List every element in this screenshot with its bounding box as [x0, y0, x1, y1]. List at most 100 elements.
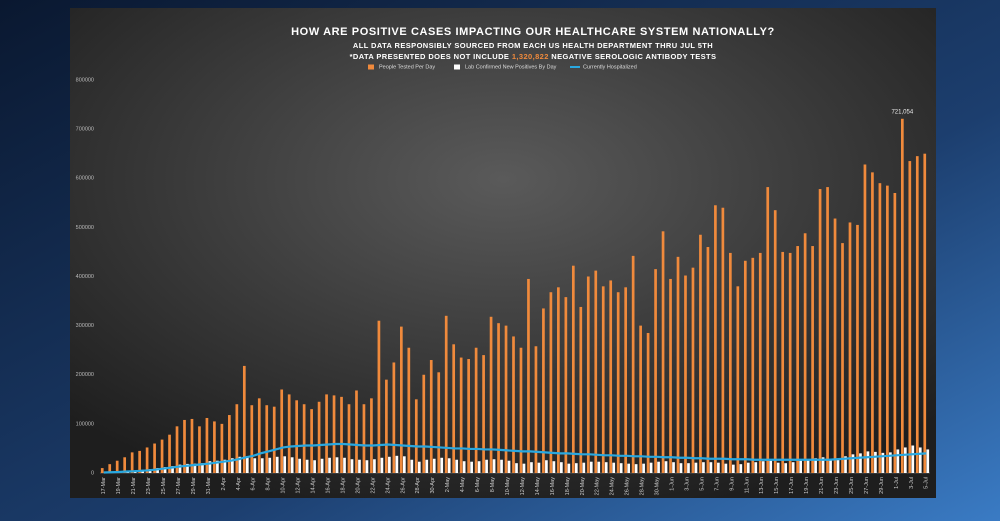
bar	[123, 457, 127, 473]
x-tick-label: 14-Apr	[311, 477, 317, 494]
bar	[866, 451, 870, 473]
bar	[821, 457, 825, 473]
bar	[208, 461, 212, 473]
x-tick-label: 1-Jun	[669, 477, 675, 491]
bar	[108, 464, 112, 473]
x-tick-label: 30-Apr	[430, 477, 436, 494]
bar	[841, 243, 844, 473]
bar	[915, 156, 919, 474]
bar	[407, 347, 411, 473]
bar	[242, 365, 246, 473]
bar	[724, 463, 728, 473]
bar	[253, 458, 257, 473]
bar	[402, 456, 406, 473]
bar	[567, 463, 571, 473]
x-tick-label: 27-Jun	[864, 477, 870, 494]
bar	[328, 457, 331, 473]
x-tick-label: 12-Apr	[296, 477, 302, 494]
bar	[545, 460, 548, 473]
bar	[190, 418, 194, 473]
bar	[709, 462, 713, 473]
bar	[347, 404, 351, 473]
bar	[612, 462, 616, 473]
bar	[604, 462, 608, 473]
bar	[729, 252, 732, 473]
x-tick-label: 23-Mar	[146, 477, 152, 495]
bar	[803, 233, 807, 473]
bar	[844, 456, 847, 473]
bar	[806, 459, 810, 473]
legend-label: Lab Confirmed New Positives By Day	[465, 64, 557, 70]
bar	[130, 452, 134, 473]
bar	[302, 404, 306, 473]
bar	[530, 462, 533, 473]
x-tick-label: 16-Apr	[326, 477, 332, 494]
bar	[631, 255, 635, 473]
bar	[784, 463, 788, 473]
bar	[489, 316, 493, 473]
x-tick-label: 21-Mar	[131, 477, 137, 495]
bar	[272, 406, 276, 473]
bar	[305, 459, 309, 473]
bar	[287, 394, 291, 473]
bar	[100, 468, 104, 473]
bar	[310, 409, 313, 473]
y-tick-label: 700000	[76, 127, 94, 133]
bar	[295, 400, 299, 473]
bar	[639, 325, 642, 473]
bar	[160, 439, 164, 473]
bar	[788, 252, 792, 473]
x-tick-label: 22-May	[595, 477, 601, 496]
bar	[350, 459, 354, 473]
bar	[380, 457, 384, 473]
bar	[399, 326, 403, 473]
bar	[280, 389, 284, 473]
bar	[477, 461, 481, 473]
bar	[447, 458, 451, 473]
bar	[515, 463, 518, 473]
bar	[268, 457, 272, 473]
bar	[743, 260, 747, 473]
bar	[560, 462, 563, 473]
bar	[201, 463, 204, 473]
bar	[758, 252, 762, 473]
bar	[773, 210, 777, 473]
x-tick-label: 5-Jun	[699, 477, 705, 491]
bar	[594, 270, 598, 473]
x-tick-label: 1-Jul	[894, 477, 900, 489]
line	[103, 442, 927, 474]
bar	[836, 459, 840, 473]
bar	[534, 346, 538, 473]
bar	[829, 459, 832, 473]
bar	[250, 405, 254, 473]
bar	[385, 379, 388, 473]
legend-swatch	[454, 64, 460, 70]
bar	[564, 297, 568, 473]
bar	[417, 461, 421, 473]
bar	[886, 185, 889, 473]
bar	[432, 458, 436, 473]
bar	[676, 256, 680, 473]
x-tick-label: 8-Apr	[266, 477, 272, 491]
bar	[522, 463, 526, 473]
x-tick-label: 17-Jun	[789, 477, 795, 494]
x-tick-label: 7-Jun	[714, 477, 720, 491]
bar	[918, 447, 922, 473]
bar	[893, 192, 897, 474]
x-tick-label: 24-Apr	[385, 477, 391, 494]
bar	[609, 280, 613, 473]
bar	[694, 462, 698, 473]
bar	[597, 461, 601, 473]
bar	[896, 449, 900, 473]
x-tick-label: 10-Apr	[281, 477, 287, 494]
bar	[781, 251, 785, 473]
bar	[761, 461, 765, 473]
bar	[702, 462, 705, 473]
bar	[848, 222, 852, 473]
bar	[373, 459, 376, 473]
x-tick-label: 29-Mar	[191, 477, 197, 495]
bar	[627, 463, 631, 473]
y-tick-label: 200000	[76, 372, 94, 378]
bar	[542, 308, 545, 473]
bar	[571, 265, 575, 473]
